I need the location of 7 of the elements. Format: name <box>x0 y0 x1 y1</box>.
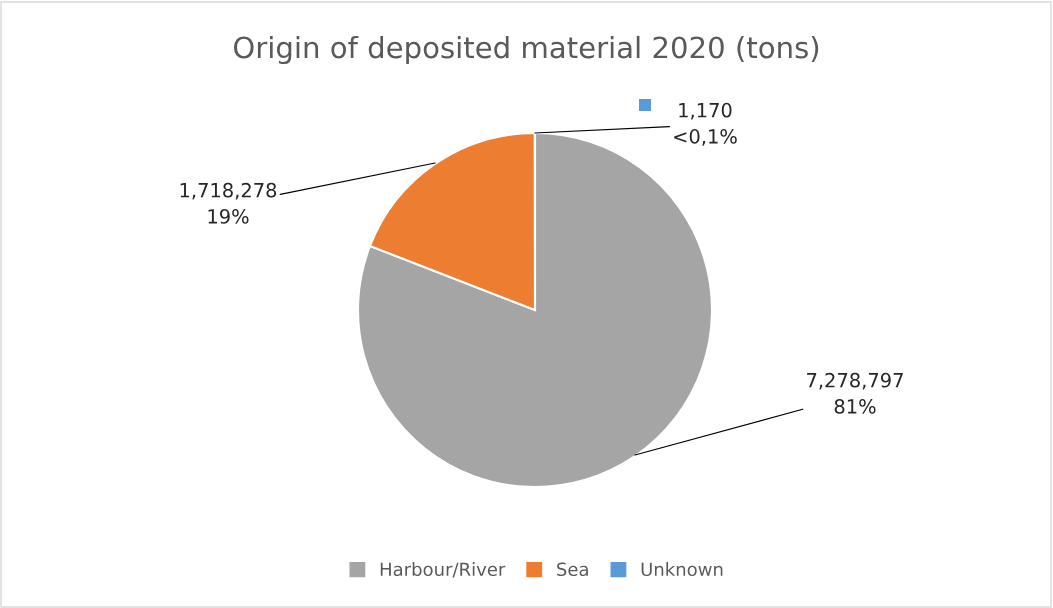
data-label: 7,278,797 81% <box>807 372 903 414</box>
legend-label: Sea <box>557 562 588 577</box>
legend-label: Harbour/River <box>380 562 506 578</box>
data-label: 1,170 <0,1% <box>674 102 737 146</box>
legend-label: Unknown <box>641 562 723 577</box>
chart-title: Origin of deposited material 2020 (tons) <box>233 35 819 65</box>
data-label: 1,718,278 19% <box>180 182 277 224</box>
